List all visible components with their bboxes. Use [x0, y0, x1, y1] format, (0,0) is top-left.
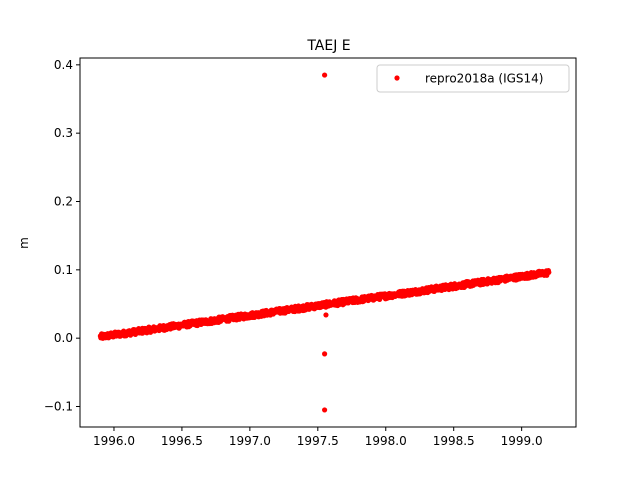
outlier-point: [322, 351, 328, 357]
outlier-point: [322, 407, 328, 413]
legend-label: repro2018a (IGS14): [425, 72, 543, 86]
y-tick-label: 0.2: [54, 195, 73, 209]
axis-ticks: 1996.0 1996.5 1997.0 1997.5 1998.0 1998.5 1999…: [44, 58, 543, 448]
x-tick-label: 1997.5: [297, 434, 339, 448]
x-tick-label: 1996.0: [93, 434, 135, 448]
x-tick-label: 1998.5: [433, 434, 475, 448]
data-points: [97, 72, 552, 413]
y-tick-label: 0.0: [54, 331, 73, 345]
y-axis-label: m: [17, 237, 31, 249]
outlier-point: [322, 72, 328, 78]
x-tick-label: 1998.0: [365, 434, 407, 448]
x-tick-label: 1999.0: [501, 434, 543, 448]
y-tick-label: 0.1: [54, 263, 73, 277]
y-tick-label: 0.4: [54, 58, 73, 72]
data-point: [546, 269, 552, 275]
chart-title: TAEJ E: [306, 38, 350, 54]
x-tick-label: 1997.0: [229, 434, 271, 448]
chart-title-group: TAEJ E: [306, 38, 350, 54]
legend: repro2018a (IGS14): [376, 64, 570, 93]
legend-marker: [394, 75, 400, 81]
x-tick-label: 1996.5: [161, 434, 203, 448]
outlier-point: [323, 312, 329, 318]
y-tick-label: 0.3: [54, 126, 73, 140]
plot-frame: [79, 57, 577, 428]
y-tick-label: −0.1: [44, 400, 73, 414]
legend-box: [376, 64, 570, 93]
